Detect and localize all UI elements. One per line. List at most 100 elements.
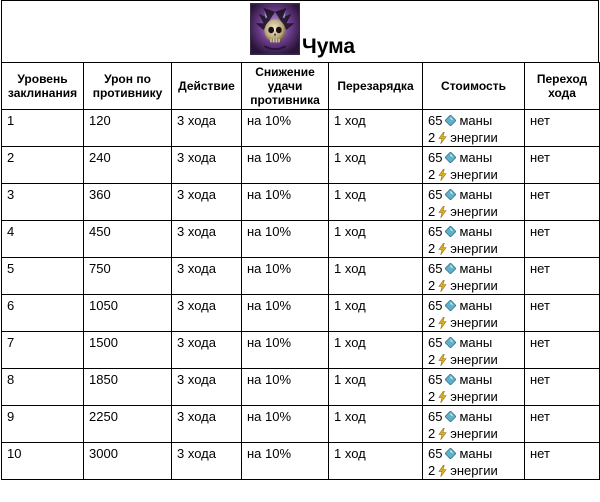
cell-action: 3 хода [171, 368, 242, 406]
cell-luck: на 10% [241, 442, 329, 480]
cell-level: 6 [1, 294, 84, 332]
cell-level: 3 [1, 183, 84, 221]
turn-value: нет [530, 261, 550, 276]
table-row: 3 360 3 хода на 10% 1 ход 65 маны 2 энер… [1, 183, 600, 221]
energy-label: энергии [450, 241, 498, 256]
cell-cost: 65 маны 2 энергии [422, 442, 525, 480]
mana-cost: 65 маны [428, 149, 524, 166]
mana-amount: 65 [428, 113, 443, 128]
energy-cost: 2 энергии [428, 314, 524, 331]
damage-value: 450 [89, 224, 111, 239]
energy-amount: 2 [428, 204, 436, 219]
energy-bolt-icon [438, 464, 447, 477]
mana-gem-icon [445, 300, 457, 311]
cell-turn: нет [524, 183, 600, 221]
cooldown-value: 1 ход [334, 372, 366, 387]
cell-action: 3 хода [171, 109, 242, 147]
cell-luck: на 10% [241, 294, 329, 332]
energy-label: энергии [450, 463, 498, 478]
luck-value: на 10% [247, 150, 292, 165]
cooldown-value: 1 ход [334, 224, 366, 239]
damage-value: 3000 [89, 446, 118, 461]
energy-amount: 2 [428, 130, 436, 145]
cooldown-value: 1 ход [334, 298, 366, 313]
level-value: 1 [7, 113, 15, 128]
table-row: 7 1500 3 хода на 10% 1 ход 65 маны 2 эне… [1, 331, 600, 369]
mana-gem-icon [445, 411, 457, 422]
cooldown-value: 1 ход [334, 187, 366, 202]
cell-turn: нет [524, 405, 600, 443]
level-value: 10 [7, 446, 22, 461]
mana-gem-icon [445, 374, 457, 385]
cell-luck: на 10% [241, 109, 329, 147]
energy-amount: 2 [428, 352, 436, 367]
action-value: 3 хода [177, 298, 216, 313]
energy-label: энергии [450, 352, 498, 367]
mana-amount: 65 [428, 150, 443, 165]
energy-bolt-icon [438, 205, 447, 218]
energy-cost: 2 энергии [428, 240, 524, 257]
damage-value: 1050 [89, 298, 118, 313]
luck-value: на 10% [247, 224, 292, 239]
mana-label: маны [459, 298, 493, 313]
cell-luck: на 10% [241, 220, 329, 258]
luck-value: на 10% [247, 409, 292, 424]
header-level: Уровень заклинания [1, 62, 84, 110]
mana-amount: 65 [428, 298, 443, 313]
mana-label: маны [459, 446, 493, 461]
energy-amount: 2 [428, 241, 436, 256]
header-row: Уровень заклинания Урон по противнику Де… [1, 62, 600, 110]
mana-label: маны [459, 113, 493, 128]
action-value: 3 хода [177, 113, 216, 128]
luck-value: на 10% [247, 446, 292, 461]
table-row: 2 240 3 хода на 10% 1 ход 65 маны 2 энер… [1, 146, 600, 184]
cell-cooldown: 1 ход [328, 220, 423, 258]
table-row: 1 120 3 хода на 10% 1 ход 65 маны 2 энер… [1, 109, 600, 147]
skull-wings-icon [250, 3, 300, 55]
luck-value: на 10% [247, 187, 292, 202]
mana-label: маны [459, 150, 493, 165]
cell-damage: 120 [83, 109, 172, 147]
cell-cooldown: 1 ход [328, 368, 423, 406]
turn-value: нет [530, 224, 550, 239]
cell-cost: 65 маны 2 энергии [422, 368, 525, 406]
mana-amount: 65 [428, 261, 443, 276]
cell-cost: 65 маны 2 энергии [422, 109, 525, 147]
energy-cost: 2 энергии [428, 166, 524, 183]
energy-amount: 2 [428, 278, 436, 293]
cell-cooldown: 1 ход [328, 294, 423, 332]
cell-damage: 450 [83, 220, 172, 258]
turn-value: нет [530, 187, 550, 202]
mana-cost: 65 маны [428, 408, 524, 425]
spell-table-container: Чума Уровень заклинания Урон по противни… [1, 0, 600, 480]
energy-cost: 2 энергии [428, 351, 524, 368]
mana-gem-icon [445, 226, 457, 237]
table-row: 6 1050 3 хода на 10% 1 ход 65 маны 2 эне… [1, 294, 600, 332]
cell-level: 10 [1, 442, 84, 480]
energy-label: энергии [450, 167, 498, 182]
mana-cost: 65 маны [428, 371, 524, 388]
cooldown-value: 1 ход [334, 446, 366, 461]
luck-value: на 10% [247, 113, 292, 128]
damage-value: 750 [89, 261, 111, 276]
cell-turn: нет [524, 109, 600, 147]
cell-action: 3 хода [171, 442, 242, 480]
energy-cost: 2 энергии [428, 425, 524, 442]
cell-level: 5 [1, 257, 84, 295]
mana-cost: 65 маны [428, 334, 524, 351]
cooldown-value: 1 ход [334, 150, 366, 165]
energy-cost: 2 энергии [428, 203, 524, 220]
mana-cost: 65 маны [428, 223, 524, 240]
energy-amount: 2 [428, 426, 436, 441]
cell-cost: 65 маны 2 энергии [422, 331, 525, 369]
cell-action: 3 хода [171, 294, 242, 332]
cell-cooldown: 1 ход [328, 405, 423, 443]
luck-value: на 10% [247, 298, 292, 313]
cell-cooldown: 1 ход [328, 257, 423, 295]
mana-cost: 65 маны [428, 186, 524, 203]
table-row: 5 750 3 хода на 10% 1 ход 65 маны 2 энер… [1, 257, 600, 295]
level-value: 6 [7, 298, 15, 313]
cell-luck: на 10% [241, 257, 329, 295]
cell-cooldown: 1 ход [328, 146, 423, 184]
cell-luck: на 10% [241, 405, 329, 443]
